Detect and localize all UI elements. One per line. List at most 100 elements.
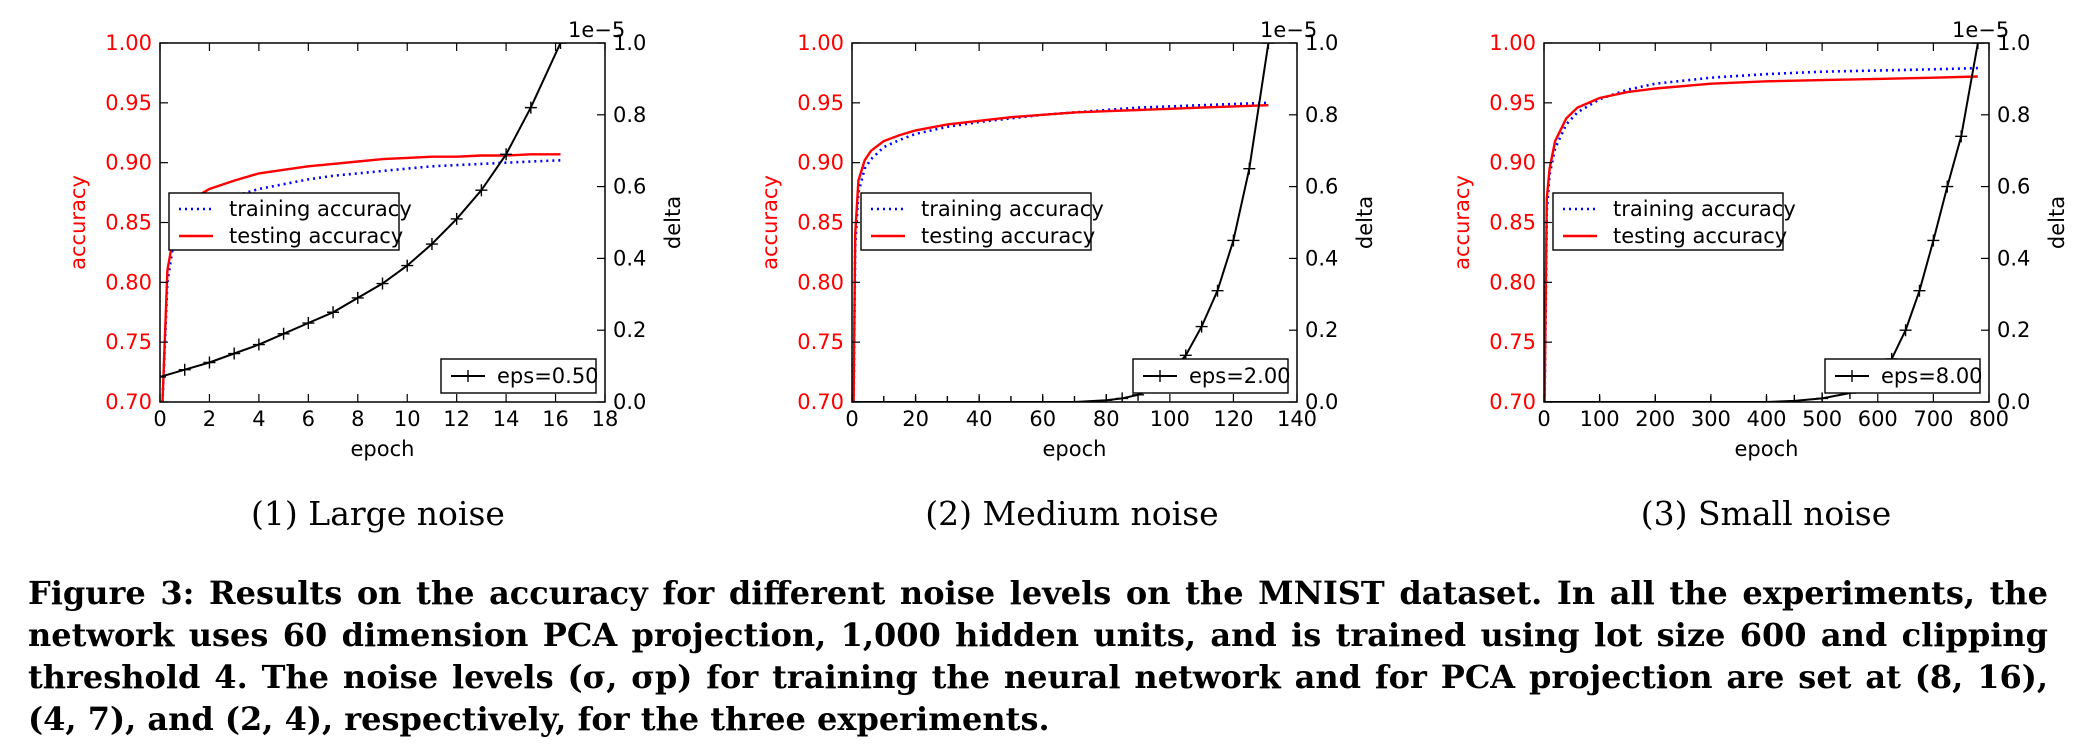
x-tick-label: 700 (1913, 407, 1953, 431)
x-tick-label: 20 (902, 407, 929, 431)
x-tick-label: 16 (542, 407, 569, 431)
y2-tick-label: 0.6 (1997, 175, 2030, 199)
delta-point-marker (1971, 43, 1984, 49)
legend-label-training: training accuracy (1613, 197, 1796, 221)
y2-tick-label: 0.4 (1305, 246, 1338, 270)
y2-tick-label: 0.4 (1997, 246, 2030, 270)
y-tick-label: 0.70 (1489, 390, 1536, 414)
x-tick-label: 8 (351, 407, 364, 431)
legend-label-eps: eps=2.00 (1189, 364, 1291, 388)
legend-label-testing: testing accuracy (1613, 224, 1787, 248)
x-tick-label: 0 (1537, 407, 1550, 431)
legend-accuracy (1552, 192, 1784, 251)
x-tick-label: 120 (1213, 407, 1253, 431)
delta-point-marker (1913, 284, 1926, 297)
y-tick-label: 0.95 (797, 91, 844, 115)
y2-tick-label: 0.6 (1305, 175, 1338, 199)
y2-tick-label: 0.2 (1997, 318, 2030, 342)
y2-tick-label: 0.8 (1997, 103, 2030, 127)
x-tick-label: 18 (592, 407, 619, 431)
y2-tick-label: 0.0 (1997, 390, 2030, 414)
x-axis-label: epoch (1735, 437, 1799, 461)
y2-axis-label: delta (2045, 196, 2069, 249)
y2-tick-label: 0.8 (1305, 103, 1338, 127)
x-tick-label: 140 (1277, 407, 1317, 431)
subcaption-3: (3) Small noise (1640, 494, 1892, 533)
delta-point-marker (1955, 130, 1968, 143)
x-tick-label: 80 (1093, 407, 1120, 431)
delta-point-marker (1211, 284, 1224, 297)
chart-panel-2: 0 20 40 60 80 100 120 140 0.70 0.75 0.80 0.85 0.90 0.… (758, 18, 1377, 461)
y-tick-label: 1.00 (105, 31, 152, 55)
delta-point-marker (941, 396, 954, 402)
x-tick-label: 100 (1580, 407, 1620, 431)
y-tick-label: 1.00 (797, 31, 844, 55)
y-tick-label: 0.85 (797, 211, 844, 235)
y-tick-label: 0.80 (1489, 270, 1536, 294)
x-tick-label: 500 (1802, 407, 1842, 431)
delta-point-marker (1116, 392, 1129, 402)
delta-point-marker (228, 347, 241, 360)
y-axis-label: accuracy (1450, 175, 1474, 270)
x-tick-label: 800 (1969, 407, 2009, 431)
delta-point-marker (1004, 396, 1017, 402)
x-tick-label: 10 (394, 407, 421, 431)
delta-point-marker (1068, 396, 1081, 402)
y-tick-label: 0.70 (797, 390, 844, 414)
delta-point-marker (500, 148, 513, 161)
y2-scale-label: 1e−5 (1952, 18, 2009, 42)
y-tick-label: 0.75 (1489, 330, 1536, 354)
y-tick-label: 0.80 (797, 270, 844, 294)
y2-tick-label: 1.0 (1305, 31, 1338, 55)
figure: 0 2 4 6 8 10 12 14 16 180.700.750.800.850.900.951… (66, 18, 2069, 461)
delta-point-marker (450, 212, 463, 225)
delta-point-marker (554, 43, 567, 49)
y-tick-label: 0.85 (1489, 211, 1536, 235)
x-tick-label: 100 (1150, 407, 1190, 431)
delta-point-marker (302, 317, 315, 330)
x-tick-label: 0 (845, 407, 858, 431)
series-line-testing (852, 104, 1269, 402)
y2-tick-label: 1.0 (1997, 31, 2030, 55)
legend-accuracy (168, 192, 400, 251)
delta-point-marker (252, 338, 265, 351)
delta-point-marker (1227, 234, 1240, 247)
delta-point-marker (160, 370, 166, 383)
legend-label-testing: testing accuracy (921, 224, 1095, 248)
y-axis-label: accuracy (758, 175, 782, 270)
delta-point-marker (524, 101, 537, 114)
delta-point-marker (203, 356, 216, 369)
plot-area (852, 43, 1275, 402)
y-tick-label: 0.80 (105, 270, 152, 294)
y-tick-label: 0.90 (105, 151, 152, 175)
y2-axis-label: delta (1353, 196, 1377, 249)
delta-point-marker (877, 396, 890, 402)
y2-tick-label: 0.6 (613, 175, 646, 199)
legend-label-training: training accuracy (229, 197, 412, 221)
y-tick-label: 0.70 (105, 390, 152, 414)
chart-panel-1: 0 2 4 6 8 10 12 14 16 18 0.70 0.75 0.80 0.85 0.90 0.95 1… (66, 18, 685, 461)
delta-point-marker (277, 327, 290, 340)
subcaption-2: (2) Medium noise (925, 494, 1219, 533)
legend-label-training: training accuracy (921, 197, 1104, 221)
legend-accuracy (860, 192, 1092, 251)
x-tick-label: 300 (1691, 407, 1731, 431)
delta-point-marker (376, 277, 389, 290)
delta-point-marker (1262, 43, 1275, 49)
y-tick-label: 0.85 (105, 211, 152, 235)
y2-tick-label: 0.8 (613, 103, 646, 127)
delta-point-marker (475, 184, 488, 197)
delta-point-marker (1788, 394, 1801, 402)
legend-label-eps: eps=0.50 (497, 364, 599, 388)
chart-panel-3: 0 100 200 300 400 500 600 700 800 0.70 0.75 0.80 0.8… (1450, 18, 2069, 461)
x-tick-label: 14 (493, 407, 520, 431)
y-tick-label: 0.95 (1489, 91, 1536, 115)
delta-point-marker (1243, 162, 1256, 175)
x-tick-label: 2 (203, 407, 216, 431)
delta-point-marker (401, 259, 414, 272)
subcaption-1: (1) Large noise (251, 494, 505, 533)
y-tick-label: 0.90 (1489, 151, 1536, 175)
delta-point-marker (1195, 320, 1208, 333)
x-tick-label: 4 (252, 407, 265, 431)
x-tick-label: 0 (153, 407, 166, 431)
